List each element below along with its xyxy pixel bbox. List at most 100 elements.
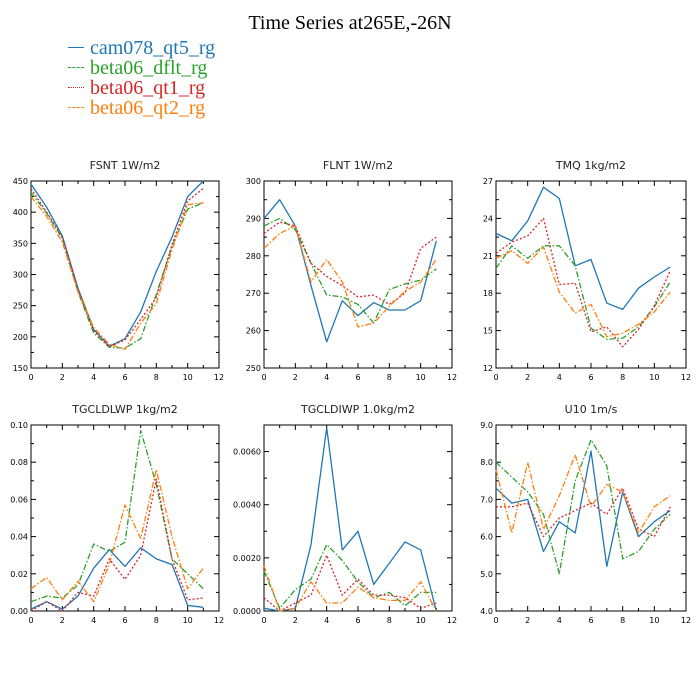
y-tick-label: 9.0 (480, 421, 493, 430)
x-tick-label: 4 (557, 616, 562, 625)
y-tick-label: 0.0000 (233, 607, 261, 616)
y-tick-label: 0.02 (10, 570, 28, 579)
plot-frame (30, 424, 220, 612)
plot-frame (263, 180, 453, 369)
x-tick-label: 0 (261, 616, 266, 625)
x-tick-label: 4 (91, 373, 96, 382)
series-line-cam078_qt5_rg (495, 186, 671, 311)
x-tick-label: 2 (60, 616, 65, 625)
x-tick-label: 12 (214, 616, 224, 625)
series-line-beta06_dflt_rg (263, 543, 437, 609)
x-tick-label: 2 (293, 373, 298, 382)
x-tick-label: 0 (261, 373, 266, 382)
x-tick-label: 8 (620, 616, 625, 625)
y-tick-label: 8.0 (480, 458, 493, 467)
panel-2: FLNT 1W/m2 0 2 4 6 8 10 12 250 260 270 280 290 300 (246, 159, 457, 382)
x-tick-label: 12 (447, 616, 457, 625)
y-tick-label: 18 (483, 289, 493, 298)
legend-label: beta06_dflt_rg (90, 57, 208, 79)
y-tick-label: 0.0060 (233, 448, 261, 457)
y-tick-label: 450 (13, 177, 28, 186)
y-tick-label: 280 (246, 252, 261, 261)
y-tick-label: 260 (246, 327, 261, 336)
y-tick-label: 0.04 (10, 533, 28, 542)
series-line-beta06_dflt_rg (495, 245, 671, 340)
series-line-beta06_qt2_rg (495, 454, 671, 534)
x-tick-label: 6 (122, 616, 127, 625)
panel-title: FLNT 1W/m2 (323, 159, 393, 172)
x-tick-label: 10 (416, 373, 426, 382)
y-tick-label: 21 (483, 252, 493, 261)
x-tick-label: 10 (416, 616, 426, 625)
y-tick-label: 300 (13, 271, 28, 280)
x-tick-label: 2 (525, 616, 530, 625)
x-tick-label: 8 (154, 616, 159, 625)
y-tick-label: 27 (483, 177, 493, 186)
x-tick-label: 10 (649, 373, 659, 382)
y-tick-label: 270 (246, 289, 261, 298)
x-tick-label: 8 (387, 616, 392, 625)
y-tick-label: 4.0 (480, 607, 493, 616)
x-tick-label: 2 (525, 373, 530, 382)
x-tick-label: 10 (183, 373, 193, 382)
y-tick-label: 7.0 (480, 495, 493, 504)
x-tick-label: 2 (60, 373, 65, 382)
y-tick-label: 0.06 (10, 495, 28, 504)
series-line-cam078_qt5_rg (263, 427, 437, 612)
x-tick-label: 0 (28, 373, 33, 382)
y-tick-label: 150 (13, 364, 28, 373)
series-line-beta06_qt2_rg (30, 196, 204, 350)
x-tick-label: 10 (649, 616, 659, 625)
panel-5: TGCLDIWP 1.0kg/m2 0 2 4 6 8 10 12 0.0000 0.0020 0.… (233, 403, 457, 625)
x-tick-label: 8 (387, 373, 392, 382)
panel-1: FSNT 1W/m2 0 2 4 6 8 10 12 150 200 250 300 350 400 450 (13, 159, 224, 382)
x-tick-label: 12 (681, 373, 691, 382)
series-line-beta06_qt1_rg (495, 217, 671, 348)
x-tick-label: 0 (493, 616, 498, 625)
series-line-beta06_qt1_rg (263, 554, 437, 612)
x-tick-label: 6 (588, 616, 593, 625)
legend-swatch (68, 87, 84, 88)
x-tick-label: 6 (355, 616, 360, 625)
series-line-beta06_dflt_rg (495, 439, 671, 575)
series-line-beta06_dflt_rg (30, 191, 204, 349)
y-tick-label: 6.0 (480, 533, 493, 542)
legend-swatch (68, 67, 84, 68)
series-line-beta06_qt2_rg (30, 468, 204, 603)
y-tick-label: 0.0040 (233, 501, 261, 510)
y-tick-label: 400 (13, 208, 28, 217)
x-tick-label: 8 (154, 373, 159, 382)
panel-title: FSNT 1W/m2 (90, 159, 161, 172)
y-tick-label: 0.10 (10, 421, 28, 430)
y-tick-label: 12 (483, 364, 493, 373)
series-line-beta06_qt1_rg (30, 478, 204, 612)
panel-title: TGCLDIWP 1.0kg/m2 (300, 403, 415, 416)
y-tick-label: 250 (13, 302, 28, 311)
x-tick-label: 6 (355, 373, 360, 382)
x-tick-label: 4 (557, 373, 562, 382)
y-tick-label: 200 (13, 333, 28, 342)
panel-4: TGCLDLWP 1kg/m2 0 2 4 6 8 10 12 0.00 0.02 0.04 0.06… (10, 403, 224, 625)
x-tick-label: 6 (122, 373, 127, 382)
y-tick-label: 350 (13, 239, 28, 248)
series-line-beta06_qt1_rg (30, 187, 204, 348)
series-line-beta06_dflt_rg (30, 429, 204, 603)
series-line-beta06_qt2_rg (263, 565, 437, 612)
x-tick-label: 0 (28, 616, 33, 625)
y-tick-label: 250 (246, 364, 261, 373)
series-line-cam078_qt5_rg (495, 450, 671, 568)
x-tick-label: 6 (588, 373, 593, 382)
y-tick-label: 300 (246, 177, 261, 186)
figure-title: Time Series at265E,-26N (248, 12, 452, 34)
y-tick-label: 0.08 (10, 458, 28, 467)
legend-swatch (68, 47, 84, 48)
x-tick-label: 12 (447, 373, 457, 382)
x-tick-label: 0 (493, 373, 498, 382)
plot-frame (263, 424, 453, 612)
panel-title: TGCLDLWP 1kg/m2 (71, 403, 177, 416)
y-tick-label: 15 (483, 327, 493, 336)
legend-swatch (68, 107, 84, 108)
series-line-cam078_qt5_rg (30, 180, 204, 347)
